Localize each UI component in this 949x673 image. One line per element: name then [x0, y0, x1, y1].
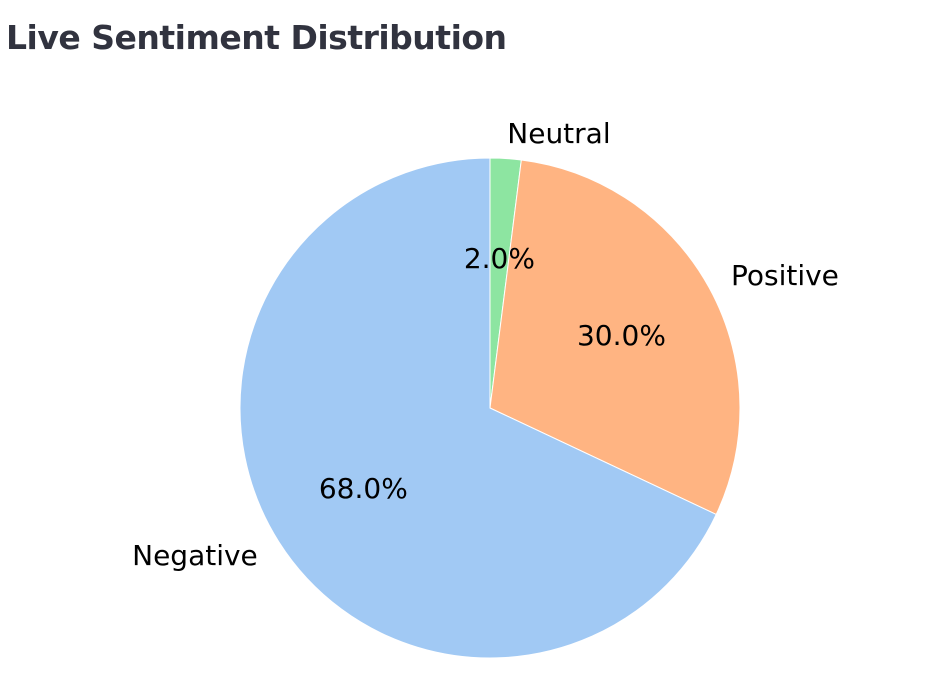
- pie-labels: 2.0% Neutral 30.0% Positive 68.0% Negative: [132, 117, 839, 572]
- pie-category-label-positive: Positive: [731, 259, 839, 292]
- pie-value-label-neutral: 2.0%: [464, 242, 535, 275]
- pie-category-label-neutral: Neutral: [507, 117, 610, 150]
- pie-category-label-negative: Negative: [132, 539, 258, 572]
- pie-slice-negative: [239, 157, 717, 659]
- pie-value-label-negative: 68.0%: [319, 472, 408, 505]
- pie-slice-positive: [489, 159, 741, 516]
- page-title: Live Sentiment Distribution: [6, 18, 507, 57]
- pie-slices: [239, 157, 741, 659]
- pie-value-label-positive: 30.0%: [577, 319, 666, 352]
